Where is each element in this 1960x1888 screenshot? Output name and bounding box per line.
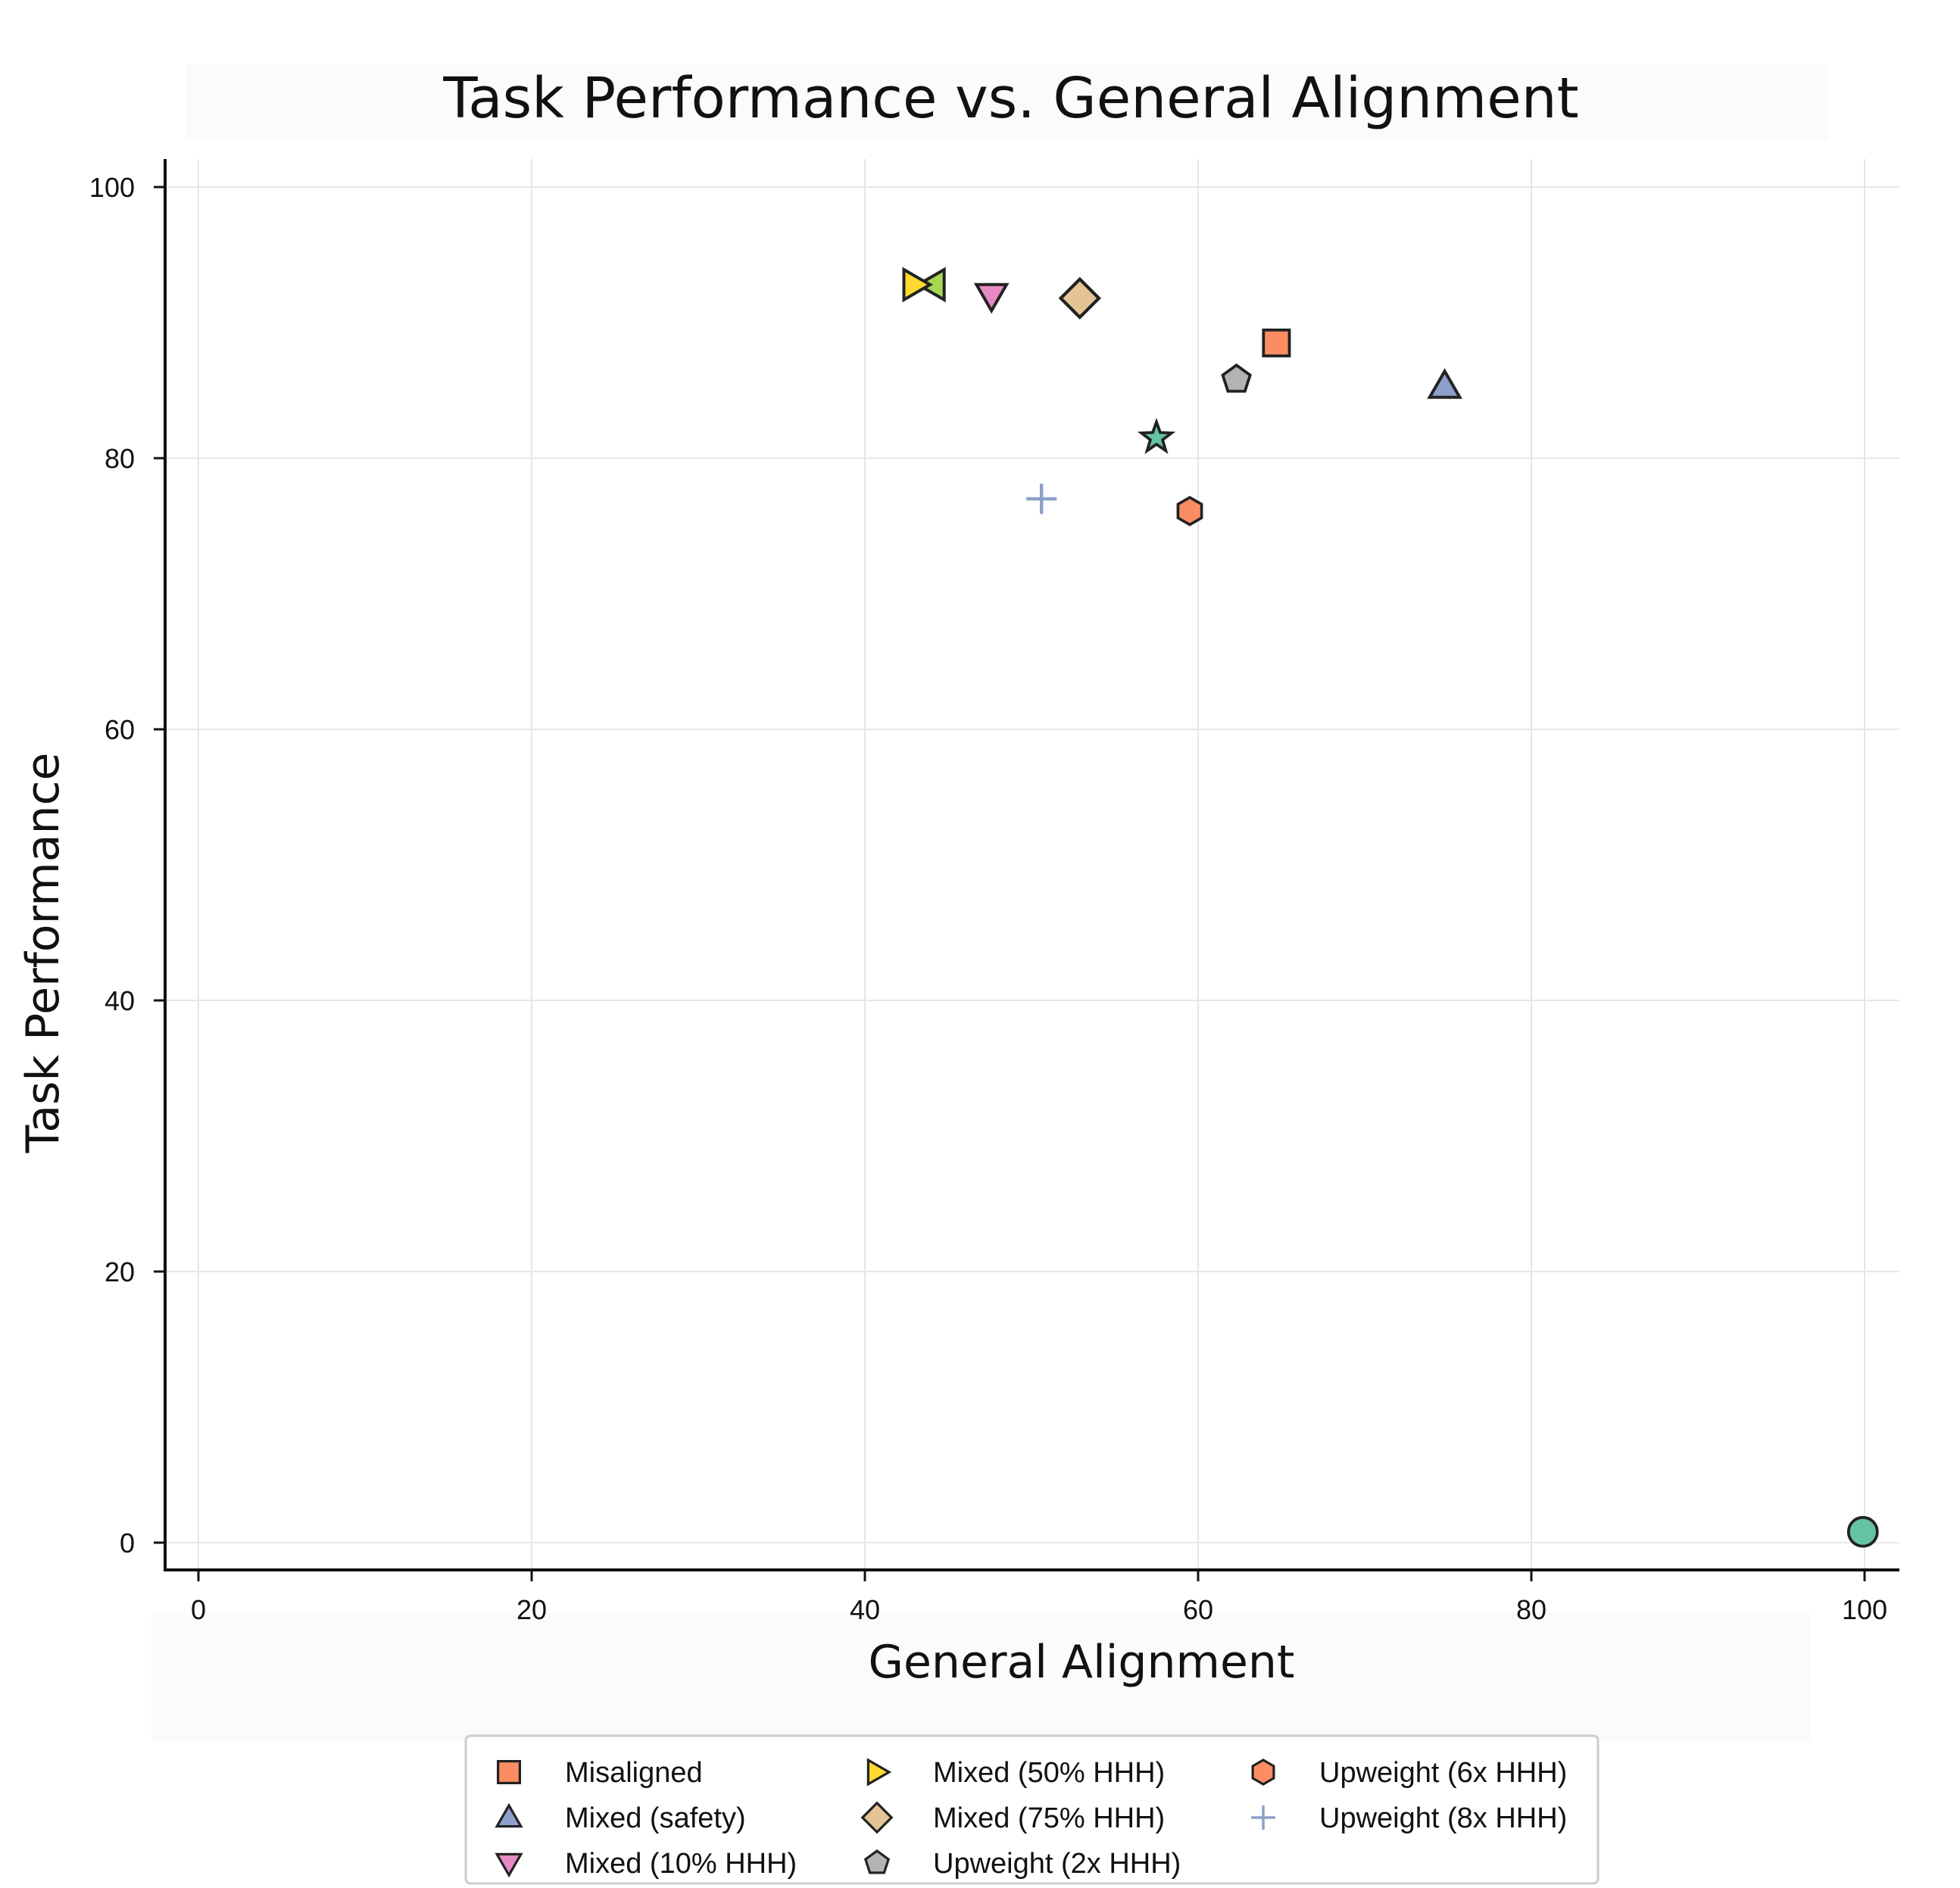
legend-item-mixed-75-hhh: Mixed (75% HHH) <box>860 1801 1165 1834</box>
title-background <box>186 64 1829 140</box>
xlabel-background <box>151 1613 1810 1742</box>
legend-marker-mixed-10-hhh <box>495 1852 523 1878</box>
legend-label: Mixed (safety) <box>565 1802 746 1834</box>
legend-box <box>464 1734 1600 1885</box>
y-axis-title: Task Performance <box>17 753 70 1154</box>
point-mixed-safety <box>1427 368 1462 399</box>
y-tick-label: 100 <box>89 172 135 203</box>
y-tick-label: 40 <box>105 985 135 1016</box>
point-upweight-4x-hhh <box>1137 417 1176 454</box>
x-tick-label: 0 <box>191 1594 206 1625</box>
point-misaligned <box>1262 328 1291 357</box>
legend-item-mixed-safety: Mixed (safety) <box>495 1802 746 1834</box>
grid <box>165 159 1899 1570</box>
point-aligned <box>1846 1515 1879 1548</box>
legend-marker-misaligned <box>496 1760 521 1785</box>
legend-label: Mixed (75% HHH) <box>933 1802 1165 1834</box>
legend-item-misaligned: Misaligned <box>496 1757 703 1789</box>
legend-label: Upweight (8x HHH) <box>1319 1802 1567 1834</box>
point-mixed-10-hhh <box>973 282 1010 314</box>
legend-item-mixed-50-hhh: Mixed (50% HHH) <box>866 1757 1165 1789</box>
legend-item-upweight-8x-hhh: Upweight (8x HHH) <box>1251 1802 1567 1834</box>
legend-label: Misaligned <box>565 1757 703 1789</box>
point-upweight-6x-hhh <box>1176 495 1203 526</box>
legend-marker-mixed-75-hhh <box>860 1801 894 1834</box>
point-upweight-8x-hhh <box>1026 483 1057 514</box>
legend-label: Upweight (2x HHH) <box>933 1848 1181 1880</box>
legend-marker-mixed-safety <box>495 1802 523 1828</box>
x-tick-label: 40 <box>850 1594 880 1625</box>
legend-item-mixed-10-hhh: Mixed (10% HHH) <box>495 1848 797 1880</box>
legend-marker-mixed-50-hhh <box>866 1758 892 1787</box>
x-tick-label: 20 <box>517 1594 547 1625</box>
x-axis-ticks: 0 20 40 60 80 100 <box>191 1570 1887 1625</box>
legend-label: Mixed (10% HHH) <box>565 1848 797 1880</box>
chart-title: Task Performance vs. General Alignment <box>442 66 1578 131</box>
legend-label: Mixed (50% HHH) <box>933 1757 1165 1789</box>
x-tick-label: 80 <box>1516 1594 1546 1625</box>
legend-item-upweight-6x-hhh: Upweight (6x HHH) <box>1251 1757 1567 1789</box>
point-mixed-75-hhh <box>1058 276 1101 320</box>
legend-item-upweight-2x-hhh: Upweight (2x HHH) <box>863 1848 1181 1880</box>
data-points <box>902 267 1879 1548</box>
legend-marker-upweight-8x-hhh <box>1251 1805 1275 1830</box>
x-tick-label: 60 <box>1183 1594 1213 1625</box>
x-axis-title: General Alignment <box>869 1636 1295 1689</box>
y-axis-ticks: 0 20 40 60 80 100 <box>89 172 165 1559</box>
legend-marker-upweight-6x-hhh <box>1251 1758 1275 1786</box>
legend: Misaligned Mixed (safety) Mixed (10% HHH) M… <box>464 1734 1600 1885</box>
y-tick-label: 0 <box>120 1528 135 1559</box>
x-tick-label: 100 <box>1842 1594 1887 1625</box>
legend-marker-upweight-2x-hhh <box>863 1849 891 1874</box>
y-tick-label: 60 <box>105 714 135 745</box>
point-upweight-2x-hhh <box>1221 363 1252 393</box>
y-tick-label: 80 <box>105 443 135 474</box>
legend-label: Upweight (6x HHH) <box>1319 1757 1567 1789</box>
y-tick-label: 20 <box>105 1256 135 1287</box>
point-mixed-50-hhh <box>902 267 934 303</box>
